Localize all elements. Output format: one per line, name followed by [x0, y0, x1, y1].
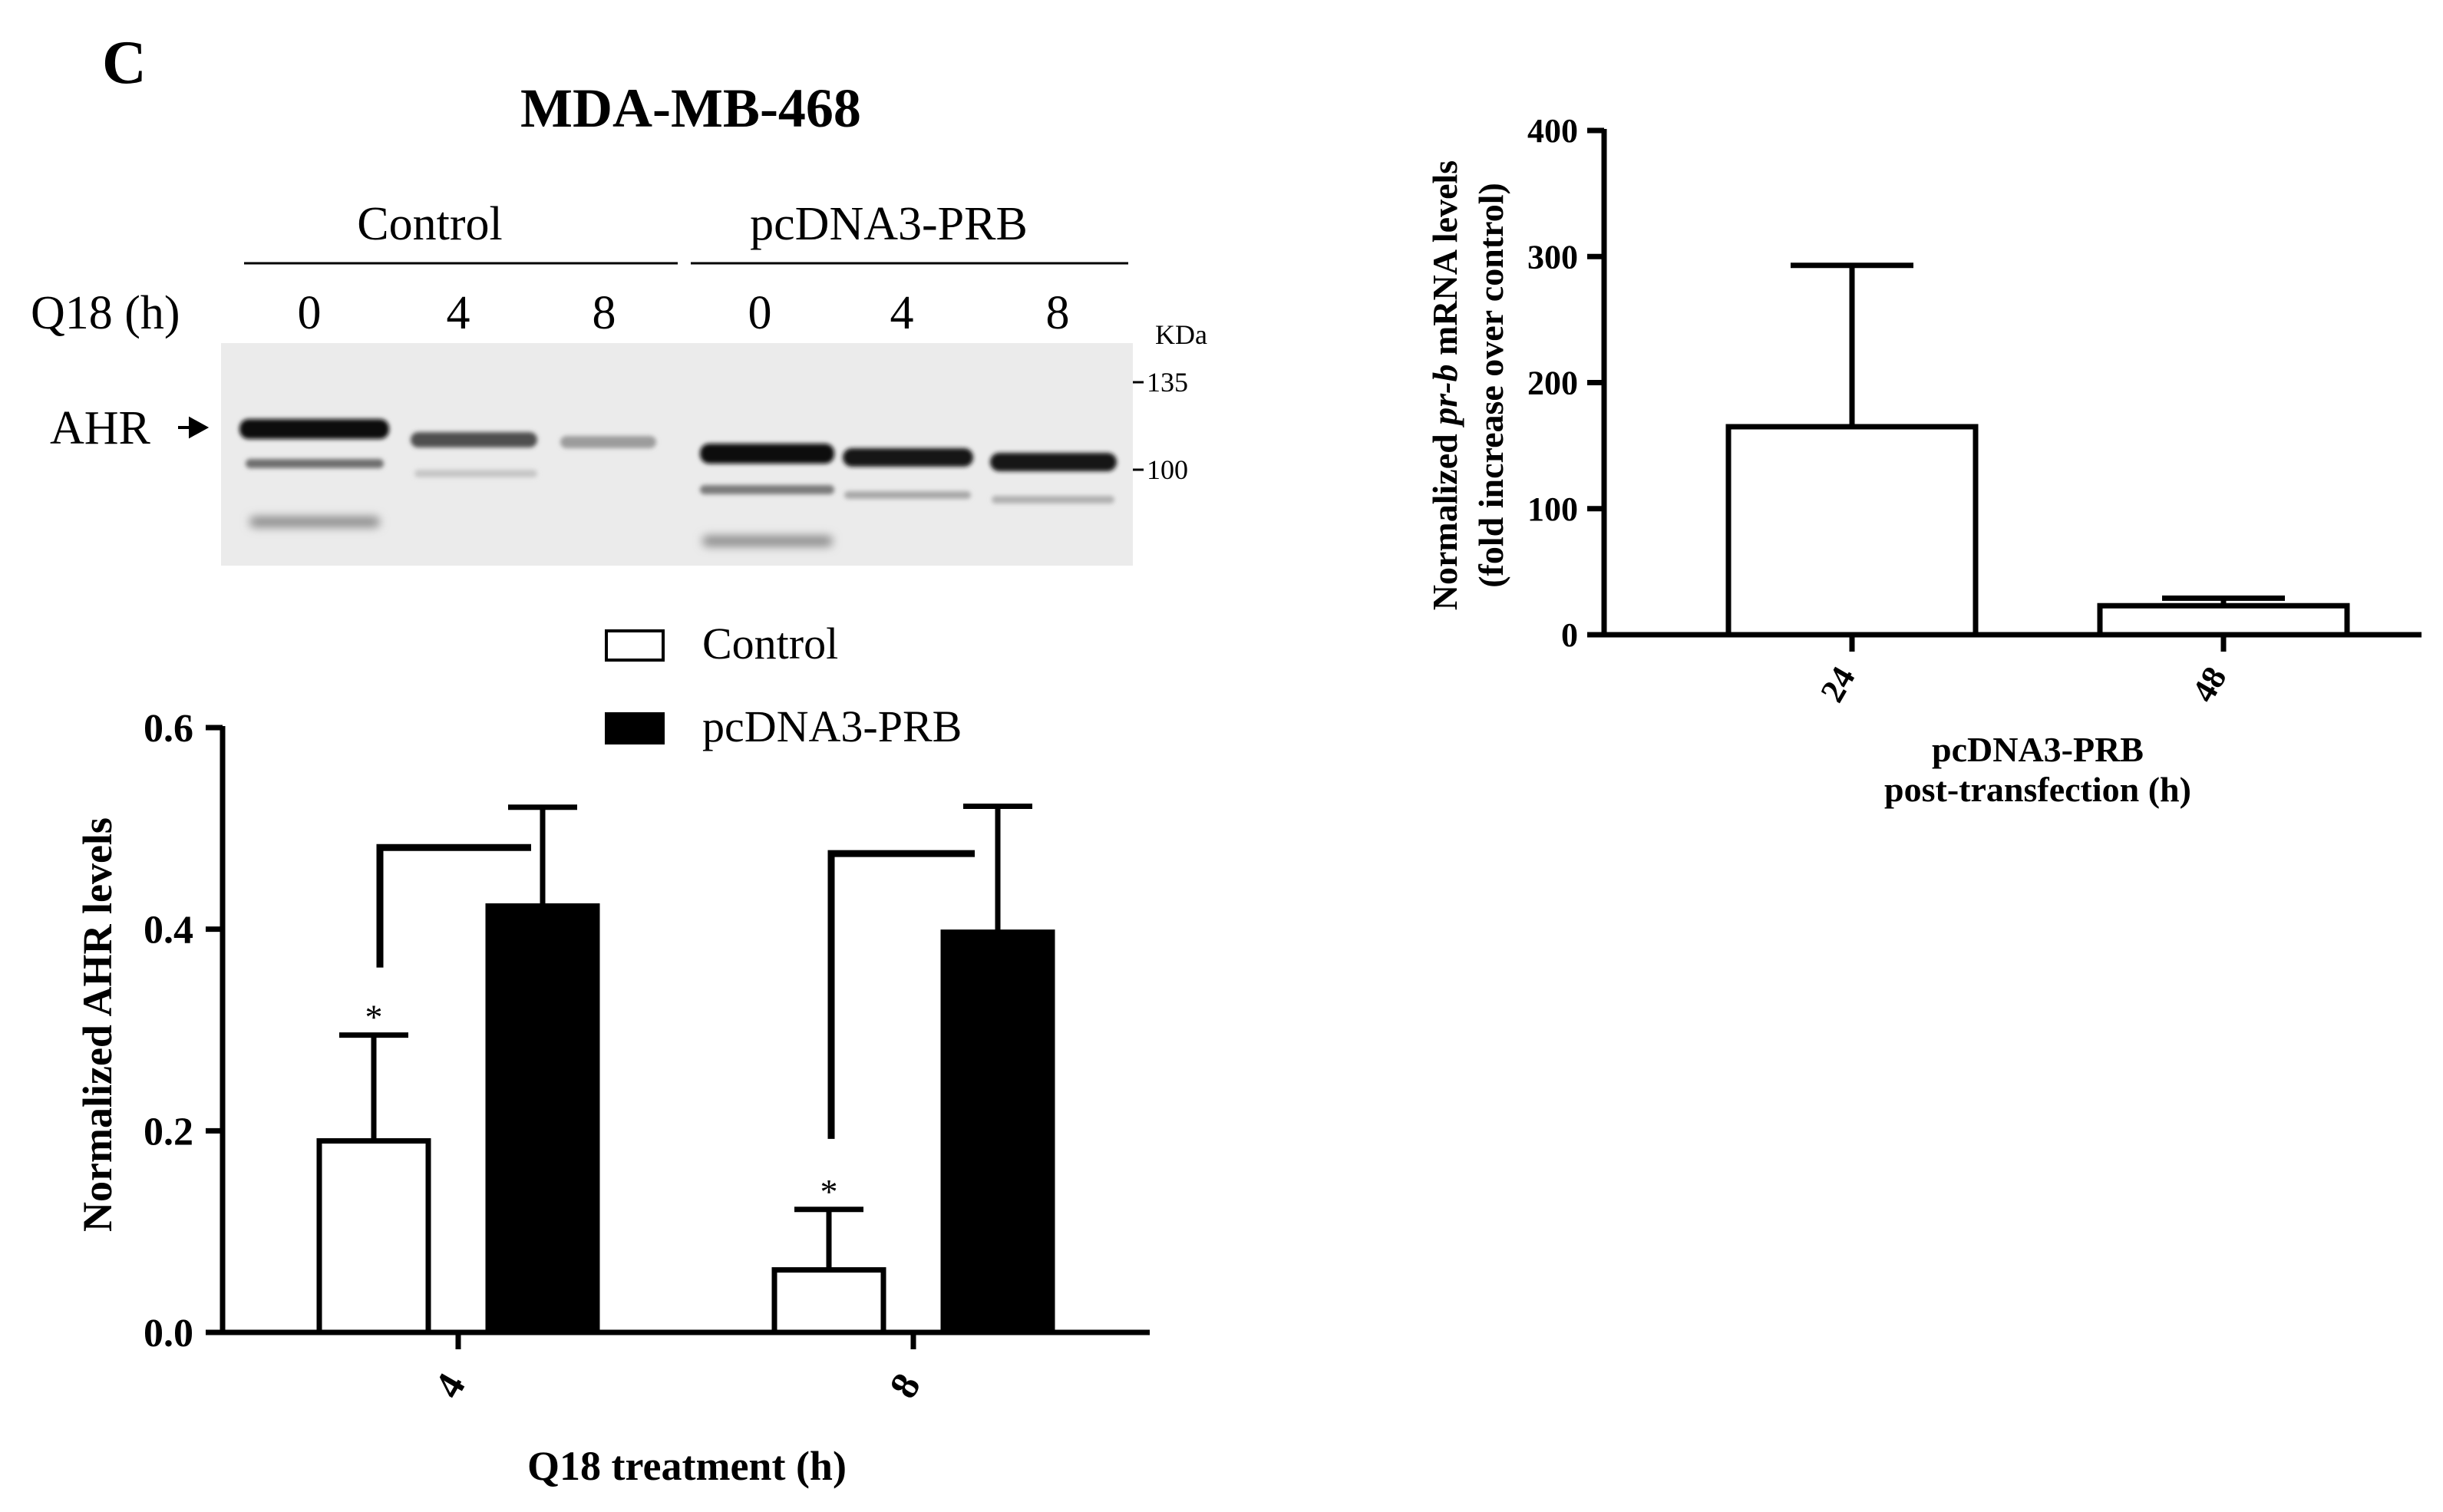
- band-lower-lane-4: [700, 485, 834, 494]
- marker-unit: KDa: [1155, 319, 1207, 350]
- y-axis-label-part: mRNA levels: [1425, 160, 1464, 365]
- comparison-bracket: [376, 843, 531, 968]
- y-tick-label: 0.6: [144, 707, 193, 751]
- bar: [485, 903, 600, 1335]
- y-axis-label: Normalized AHR levels: [74, 817, 120, 1232]
- y-tick-label: 300: [1527, 238, 1578, 276]
- time-label: Q18 (h): [31, 287, 180, 339]
- x-axis-label: pcDNA3-PRB post-transfection (h): [1884, 730, 2191, 809]
- chart-ahr-levels: Normalized AHR levels Q18 treatment (h) …: [74, 707, 1150, 1489]
- chart-prb-mrna: Normalized pr-b mRNA levels (fold increa…: [1425, 112, 2422, 809]
- bar: [940, 929, 1055, 1335]
- y-axis-label: Normalized pr-b mRNA levels: [1425, 160, 1464, 610]
- legend-swatch-control: [605, 629, 665, 662]
- blot-membrane: [221, 343, 1133, 566]
- x-tick-label: 8: [882, 1366, 929, 1405]
- band-ahr-lane-6: [990, 453, 1117, 471]
- y-tick-label: 0.4: [144, 909, 193, 952]
- blot-group-label-pcdna3-prb: pcDNA3-PRB: [750, 198, 1028, 250]
- lane-time: 0: [298, 287, 322, 339]
- blot-bands: [239, 419, 1117, 546]
- x-axis-label-line: post-transfection (h): [1884, 770, 2191, 809]
- legend: Control pcDNA3-PRB: [605, 619, 962, 751]
- lane-time: 4: [890, 287, 914, 339]
- y-axis-label-part: Normalized: [1425, 425, 1464, 610]
- y-tick-label: 100: [1527, 490, 1578, 528]
- x-axis-label: Q18 treatment (h): [527, 1443, 847, 1489]
- panel-label: C: [102, 29, 147, 97]
- arrow-icon: [178, 416, 210, 439]
- lane-time: 0: [748, 287, 772, 339]
- band-ahr-lane-2: [411, 432, 537, 447]
- marker-135: 135: [1147, 367, 1188, 398]
- x-axis-label-line: pcDNA3-PRB: [1932, 730, 2144, 769]
- y-tick-label: 200: [1527, 365, 1578, 402]
- bar: [771, 1267, 886, 1335]
- y-tick-label: 0: [1561, 616, 1578, 654]
- legend-swatch-pcdna3-prb: [605, 712, 665, 744]
- y-tick-label: 0.2: [144, 1110, 193, 1154]
- band-ahr-lane-3: [560, 436, 656, 448]
- band-lower-lane-1b: [249, 517, 380, 527]
- marker-100: 100: [1147, 454, 1188, 485]
- y-tick-label: 400: [1527, 112, 1578, 150]
- band-ahr-lane-5: [843, 448, 973, 467]
- band-ahr-lane-1: [239, 419, 389, 439]
- blot-group-label-control: Control: [357, 198, 502, 250]
- band-lower-lane-1: [246, 459, 384, 468]
- band-lower-lane-2: [414, 470, 537, 477]
- band-lower-lane-6: [992, 496, 1114, 503]
- bar: [1725, 424, 1979, 638]
- cell-line-title: MDA-MB-468: [520, 78, 861, 139]
- legend-label-pcdna3-prb: pcDNA3-PRB: [702, 702, 962, 751]
- western-blot: Control pcDNA3-PRB Q18 (h) 0 4 8 0 4 8 K…: [31, 198, 1207, 566]
- y-axis-label-2: (fold increase over control): [1471, 183, 1510, 588]
- y-tick-label: 0.0: [144, 1312, 193, 1355]
- comparison-bracket: [827, 850, 975, 1139]
- band-lower-lane-5: [844, 491, 971, 499]
- x-tick-label: 4: [427, 1366, 474, 1405]
- x-tick-label: 48: [2184, 660, 2233, 708]
- band-lower-lane-4b: [702, 536, 833, 546]
- lane-time: 8: [1046, 287, 1070, 339]
- y-axis-label-gene: pr-b: [1425, 365, 1464, 428]
- x-tick-label: 24: [1813, 660, 1862, 708]
- significance-mark: *: [365, 998, 383, 1037]
- legend-label-control: Control: [702, 619, 838, 669]
- significance-mark: *: [820, 1172, 838, 1211]
- bar: [2097, 602, 2350, 638]
- band-label-ahr: AHR: [50, 402, 151, 454]
- bar: [316, 1137, 431, 1335]
- band-ahr-lane-4: [700, 444, 834, 464]
- lane-time: 4: [447, 287, 470, 339]
- lane-time: 8: [593, 287, 616, 339]
